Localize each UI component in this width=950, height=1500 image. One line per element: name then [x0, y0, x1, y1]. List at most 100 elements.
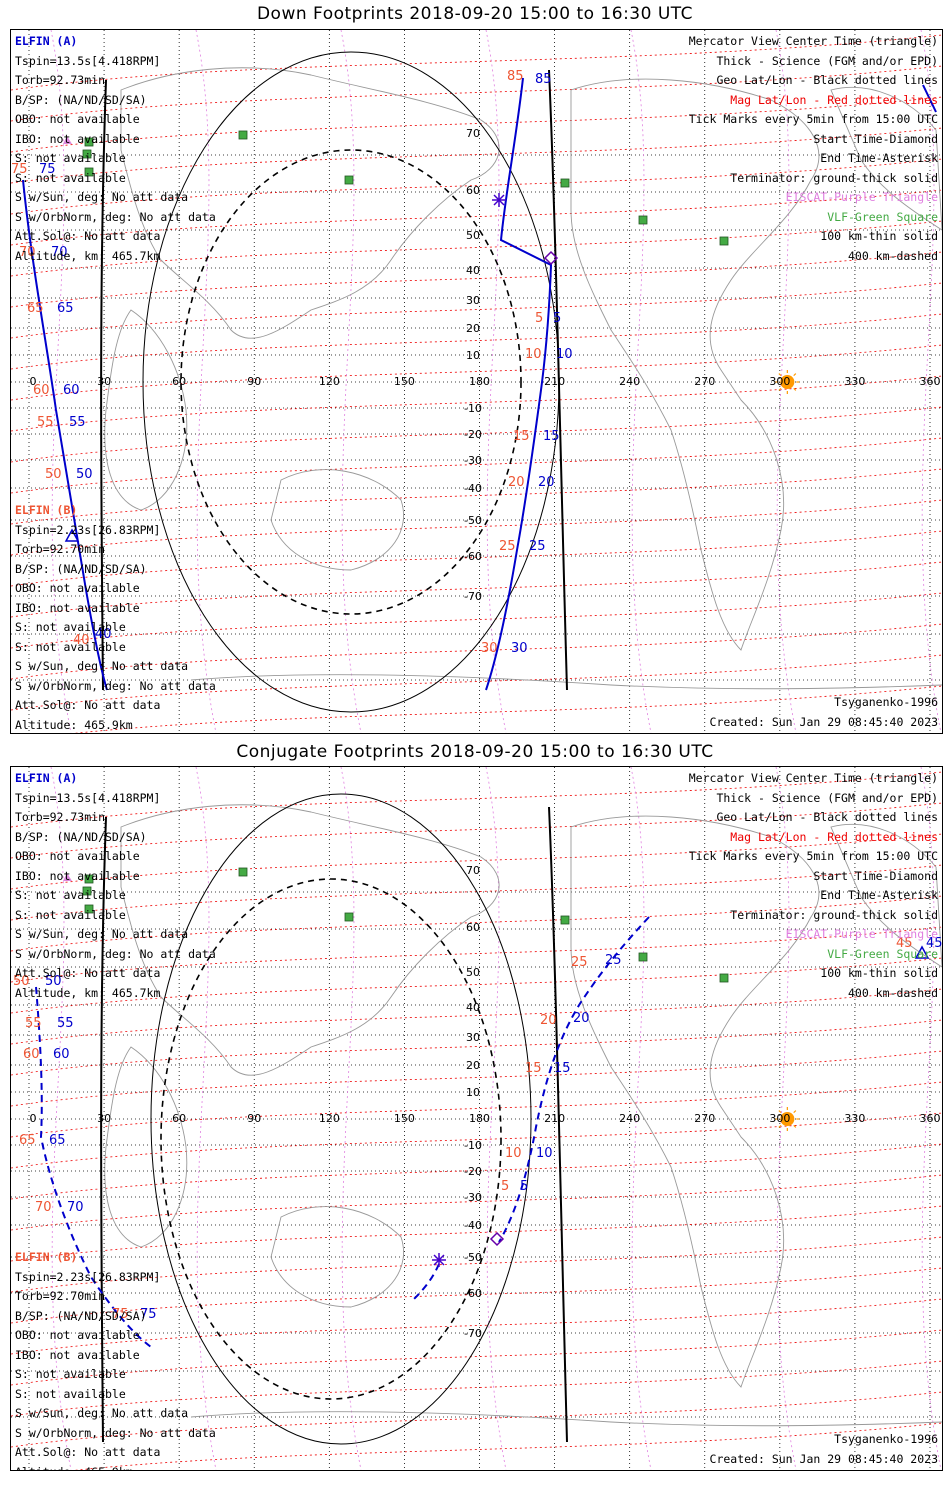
lon-tick-label: 180	[469, 375, 490, 388]
lon-tick-label: 210	[544, 1112, 565, 1125]
legend-item: VLF-Green Square	[827, 209, 938, 224]
legend-item: Mercator View Center Time (triangle)	[688, 771, 938, 785]
elfin-b-line: B/SP: (NA/ND/SD/SA)	[15, 1308, 147, 1323]
lat-tick-label: -10	[464, 1139, 482, 1152]
legend-item: Geo Lat/Lon - Black dotted lines	[716, 73, 938, 87]
mag-parallel	[11, 895, 942, 952]
lon-tick-label: 90	[247, 1112, 261, 1125]
lat-tick-label: 50	[466, 229, 480, 242]
square-icon	[719, 973, 729, 983]
lon-tick-label: 270	[694, 375, 715, 388]
elfin-a-line: S: not available	[15, 170, 126, 185]
mag-parallel	[11, 623, 942, 680]
mag-meridian	[920, 767, 942, 1470]
square-icon	[638, 215, 648, 225]
lat-tick-label: -50	[464, 514, 482, 527]
elfin-a-line: B/SP: (NA/ND/SD/SA)	[15, 92, 147, 107]
lon-tick-label: 120	[319, 375, 340, 388]
lon-tick-label: 300	[769, 375, 790, 388]
mag-parallel	[11, 957, 942, 1014]
elfin-a-tick-label: 10	[536, 1146, 553, 1161]
mag-parallel	[11, 833, 942, 890]
mag-meridian	[340, 767, 362, 1470]
coastlines	[104, 67, 942, 690]
legend: Mercator View Center Time (triangle) Thi…	[689, 769, 938, 1003]
lon-tick-label: 0	[30, 375, 37, 388]
elfin-a-tick-label: 10	[556, 347, 573, 362]
lon-tick-label: 60	[172, 375, 186, 388]
mag-parallel	[11, 65, 942, 122]
mag-meridian	[630, 30, 652, 733]
mag-parallel	[11, 988, 942, 1045]
lon-tick-label: 30	[97, 375, 111, 388]
square-icon	[84, 874, 94, 884]
lon-tick-label: 180	[469, 1112, 490, 1125]
legend-item: Start Time-Diamond	[813, 868, 938, 883]
mag-parallel	[11, 1360, 942, 1417]
elfin-a-line: Altitude, km: 465.7km	[15, 248, 161, 263]
lat-tick-label: -70	[464, 590, 482, 603]
mag-meridian	[775, 30, 797, 733]
elfin-a-name: ELFIN (A)	[15, 771, 78, 785]
lat-tick-label: -30	[464, 1191, 482, 1204]
elfin-a-tick-label: 70	[51, 245, 68, 260]
lon-tick-label: 150	[394, 1112, 415, 1125]
elfin-a-tick-label: 45	[926, 936, 942, 951]
lon-tick-label: 90	[247, 375, 261, 388]
elfin-b-tick-label: 65	[27, 301, 44, 316]
lon-tick-label: 270	[694, 1112, 715, 1125]
elfin-b-tick-label: 20	[540, 1013, 557, 1028]
lon-tick-label: 60	[172, 1112, 186, 1125]
elfin-b-tick-label: 75	[112, 1307, 129, 1322]
lat-tick-label: 10	[466, 349, 480, 362]
mag-meridian	[50, 30, 72, 733]
elfin-b-tick-label: 55	[25, 1016, 42, 1031]
sun-ray	[793, 373, 797, 377]
elfin-a-tick-label: 50	[76, 467, 93, 482]
mag-meridian	[920, 30, 942, 733]
elfin-a-info: ELFIN (A) Tspin=13.5s[4.418RPM] Torb=92.…	[15, 32, 216, 266]
mag-parallel	[11, 96, 942, 153]
elfin-a-line: Att.Sol@: No att data	[15, 229, 161, 243]
terminator-line	[100, 806, 568, 1443]
mag-meridian	[340, 30, 362, 733]
coastline	[570, 78, 820, 651]
elfin-b-line: IBO: not available	[15, 1347, 140, 1362]
elfin-b-info: ELFIN (B) Tspin=2.23s[26.83RPM] Torb=92.…	[15, 1248, 216, 1470]
elfin-b-tick-label: 65	[19, 1133, 36, 1148]
square-icon	[238, 130, 248, 140]
mag-parallel	[11, 1174, 942, 1231]
mag-parallel	[11, 1143, 942, 1200]
square-icon	[238, 867, 248, 877]
lat-tick-label: 30	[466, 1031, 480, 1044]
elfin-a-track	[35, 916, 650, 1348]
elfin-b-line: S w/Sun, deg: No att data	[15, 1406, 189, 1420]
mag-parallel	[11, 530, 942, 587]
sun-ray	[793, 1124, 797, 1128]
model-label: Tsyganenko-1996	[834, 1432, 938, 1446]
lat-tick-label: -10	[464, 402, 482, 415]
elfin-a-line: S: not available	[15, 907, 126, 922]
elfin-a-line: Tspin=13.5s[4.418RPM]	[15, 53, 161, 68]
map-1-canvas: 0 30 60 90 120 150 180 210 240 270 300 330 360 70 60 50…	[11, 30, 942, 733]
conjugate-footprints-map: 0 30 60 90 120 150 180 210 240 270 300 330 360 70 60 50…	[10, 766, 943, 1471]
panel-1-title: Down Footprints 2018-09-20 15:00 to 16:3…	[256, 4, 694, 24]
elfin-b-tick-label: 85	[507, 69, 524, 84]
elfin-a-line: S w/OrbNorm, deg: No att data	[15, 209, 216, 224]
square-icon	[84, 137, 94, 147]
elfin-a-tick-label: 70	[67, 1200, 84, 1215]
legend-item: VLF-Green Square	[827, 946, 938, 961]
lat-tick-label: 20	[466, 322, 480, 335]
lon-tick-label: 360	[920, 375, 941, 388]
mag-parallel	[11, 406, 942, 463]
elfin-b-tick-label: 60	[23, 1047, 40, 1062]
map-2-canvas: 0 30 60 90 120 150 180 210 240 270 300 330 360 70 60 50…	[11, 767, 942, 1470]
elfin-a-line: Torb=92.73min	[15, 810, 106, 824]
coastline	[270, 1206, 404, 1308]
terminator-line	[100, 69, 568, 691]
lat-tick-label: -20	[464, 1165, 482, 1178]
mag-parallel	[11, 1019, 942, 1076]
mag-parallel	[11, 282, 942, 339]
lat-tick-label: 60	[466, 921, 480, 934]
mag-meridian	[485, 767, 507, 1470]
